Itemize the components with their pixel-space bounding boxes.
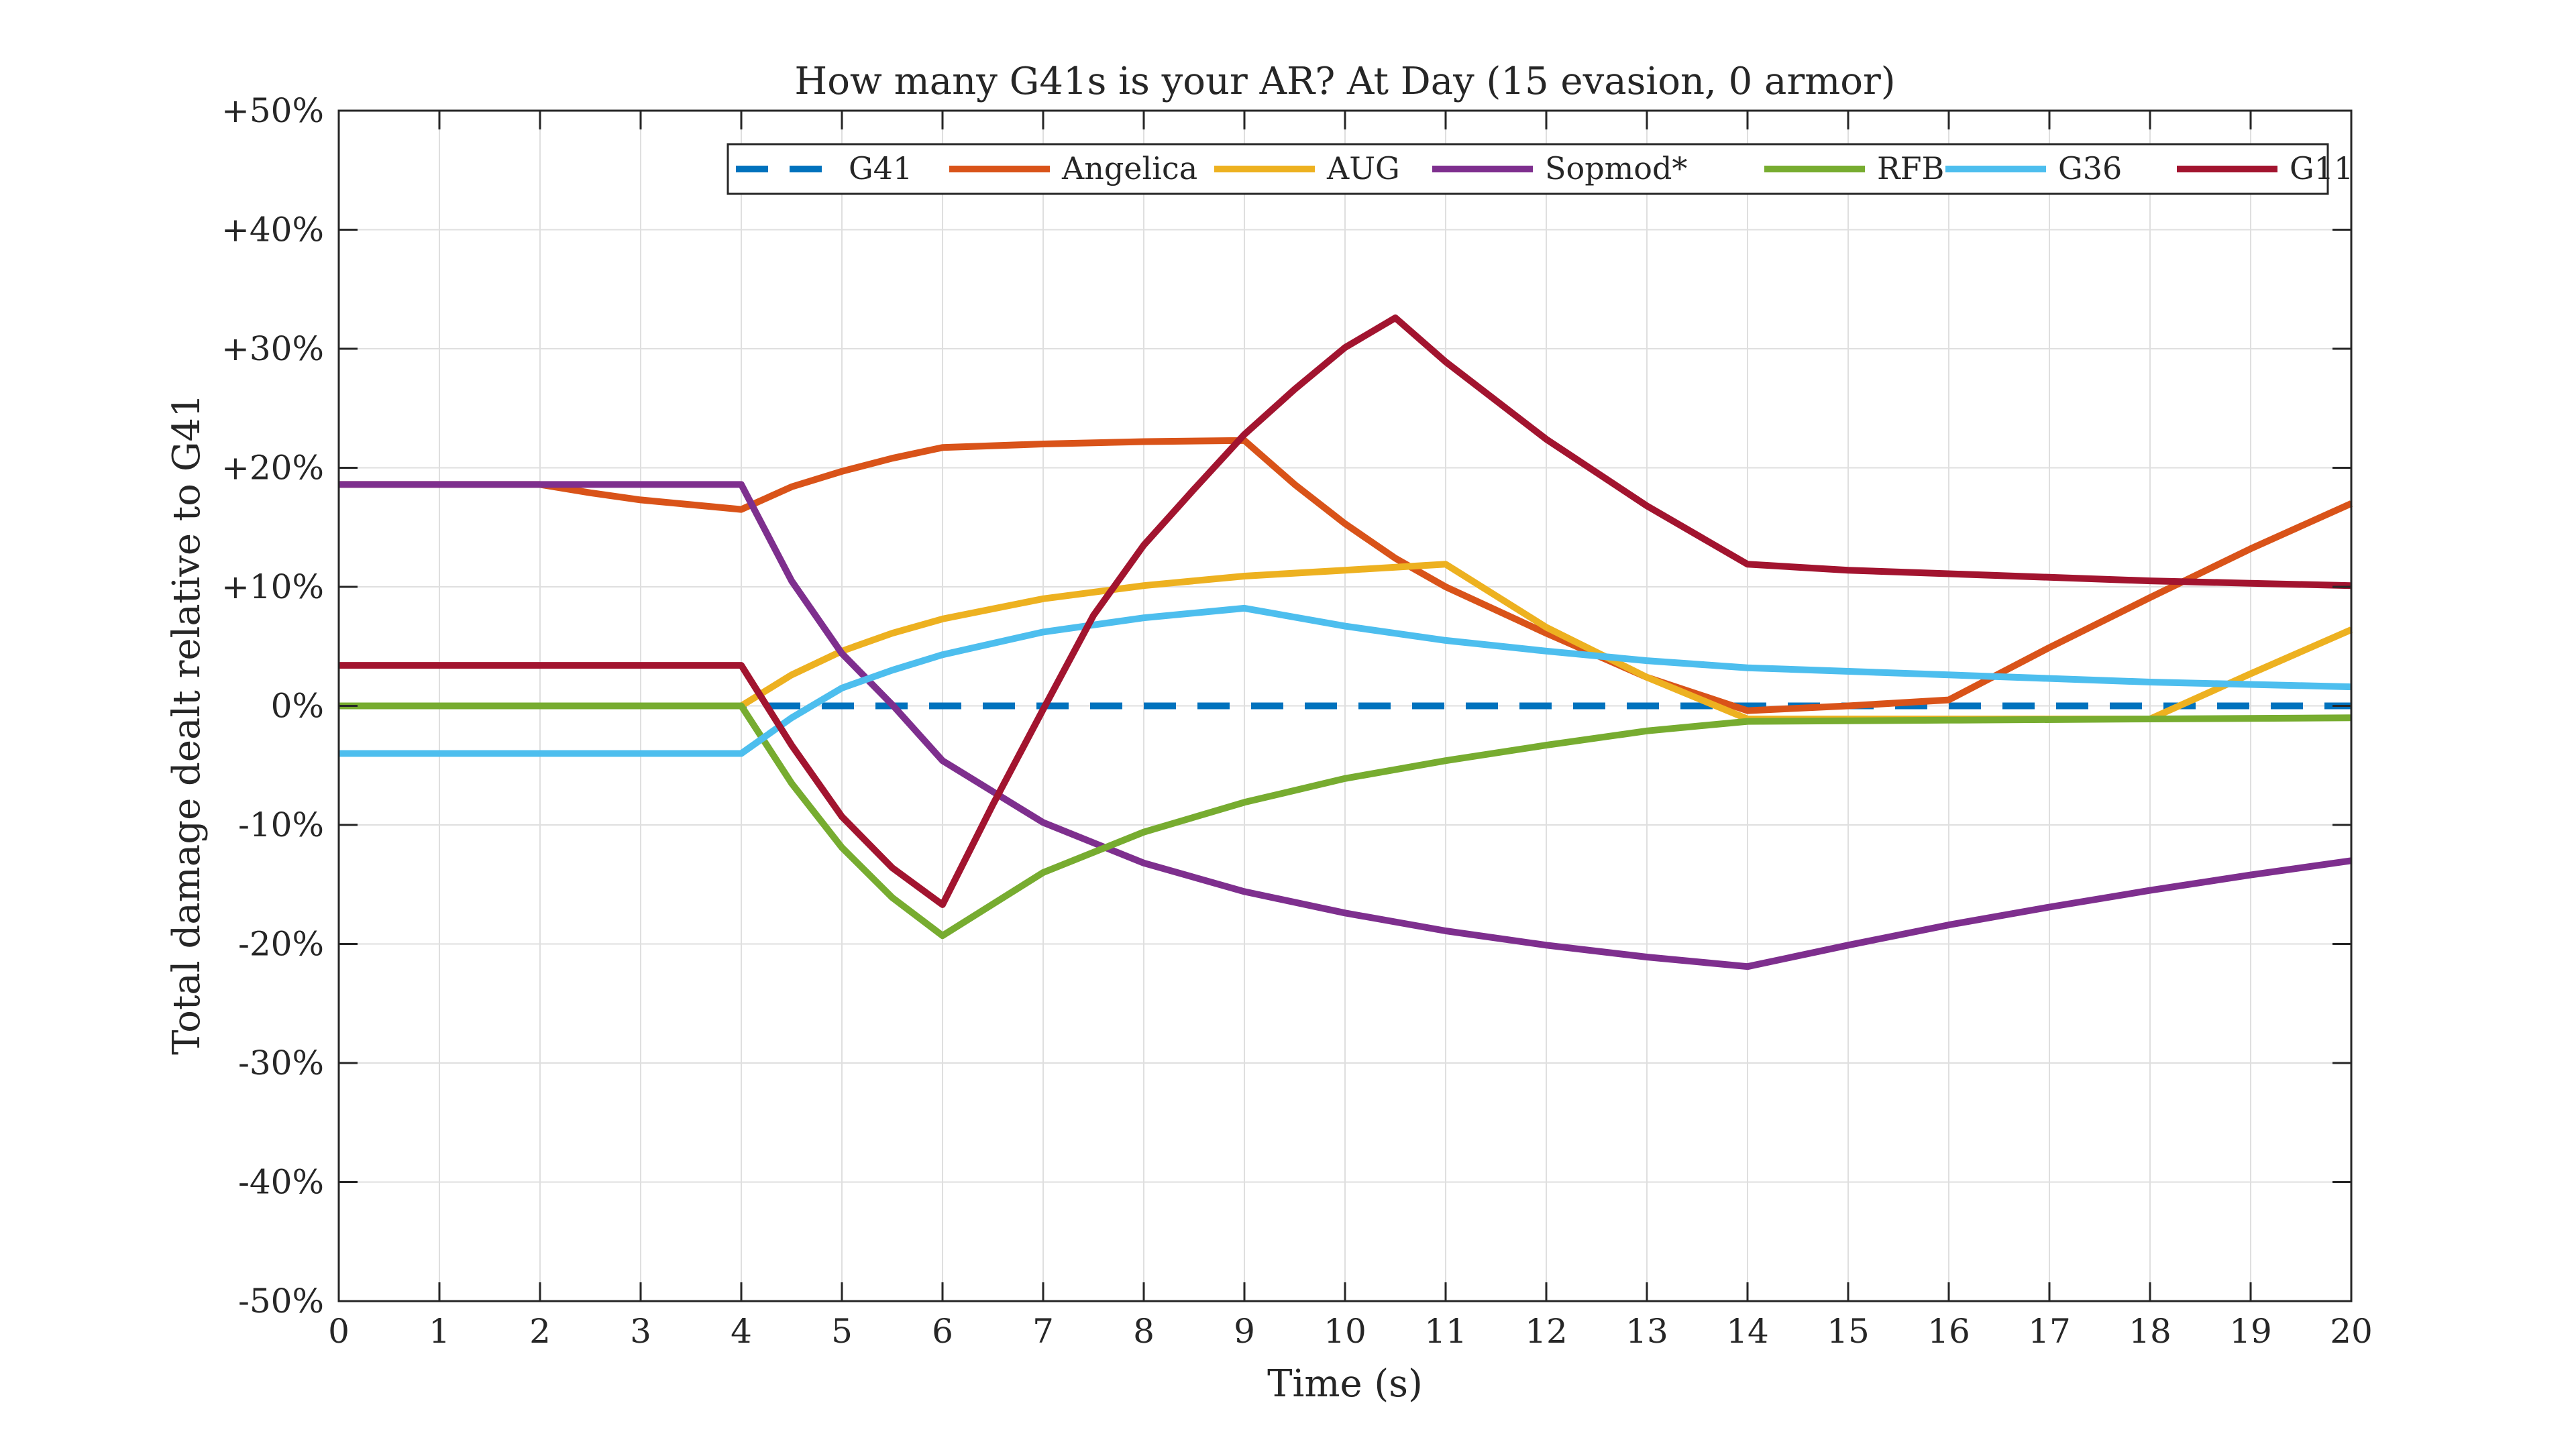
x-tick-label: 4	[731, 1312, 752, 1351]
legend-label: Angelica	[1061, 150, 1197, 186]
x-tick-label: 2	[529, 1312, 551, 1351]
x-tick-label: 11	[1424, 1312, 1467, 1351]
series-line-rfb	[339, 702, 2352, 940]
y-axis-title: Total damage dealt relative to G41	[165, 394, 209, 1055]
series-line-sopmod	[339, 481, 2352, 970]
x-tick-label: 20	[2330, 1312, 2373, 1351]
y-tick-label: +50%	[221, 91, 324, 130]
x-tick-label: 13	[1625, 1312, 1668, 1351]
x-tick-label: 5	[831, 1312, 853, 1351]
x-tick-label: 15	[1827, 1312, 1870, 1351]
x-tick-label: 10	[1324, 1312, 1366, 1351]
x-tick-label: 12	[1525, 1312, 1568, 1351]
y-tick-label: +20%	[221, 449, 324, 488]
x-tick-label: 17	[2028, 1312, 2071, 1351]
legend-label: G36	[2058, 150, 2122, 186]
x-axis-title: Time (s)	[1267, 1362, 1423, 1406]
y-tick-label: -10%	[238, 805, 324, 844]
legend: G41 Angelica AUG Sopmod* RFB G36 G11	[727, 143, 2353, 195]
y-tick-label: -20%	[238, 925, 324, 964]
x-tick-label: 3	[630, 1312, 651, 1351]
y-tick-label: +40%	[221, 211, 324, 249]
x-tick-label: 14	[1726, 1312, 1769, 1351]
y-tick-label: -50%	[238, 1282, 324, 1321]
series-line-angelica	[339, 437, 2353, 714]
legend-label: G11	[2290, 150, 2353, 186]
x-tick-label: 0	[328, 1312, 350, 1351]
series-line-g36	[339, 604, 2352, 757]
x-tick-label: 6	[932, 1312, 953, 1351]
y-tick-label: -40%	[238, 1163, 324, 1202]
y-tick-label: +30%	[221, 329, 324, 368]
x-tick-label: 1	[429, 1312, 450, 1351]
x-tick-label: 7	[1032, 1312, 1054, 1351]
y-tick-label: 0%	[271, 687, 324, 726]
x-tick-label: 19	[2229, 1312, 2272, 1351]
y-tick-label: -30%	[238, 1044, 324, 1082]
legend-label: Sopmod*	[1545, 150, 1687, 186]
legend-label: G41	[849, 150, 912, 186]
series-line-g11	[339, 314, 2352, 908]
x-tick-label: 8	[1133, 1312, 1155, 1351]
ticks: 0 1 2 3 4 5 6 7 8 9 10 11 12 13 14 15 16 17 18 19 20-50%-40%…	[221, 91, 2373, 1351]
x-tick-label: 18	[2129, 1312, 2171, 1351]
series-group	[339, 314, 2353, 970]
legend-label: AUG	[1326, 150, 1400, 186]
y-tick-label: +10%	[221, 567, 324, 606]
chart-title: How many G41s is your AR? At Day (15 eva…	[794, 60, 1895, 103]
x-tick-label: 16	[1927, 1312, 1970, 1351]
legend-label: RFB	[1877, 150, 1944, 186]
x-tick-label: 9	[1234, 1312, 1255, 1351]
